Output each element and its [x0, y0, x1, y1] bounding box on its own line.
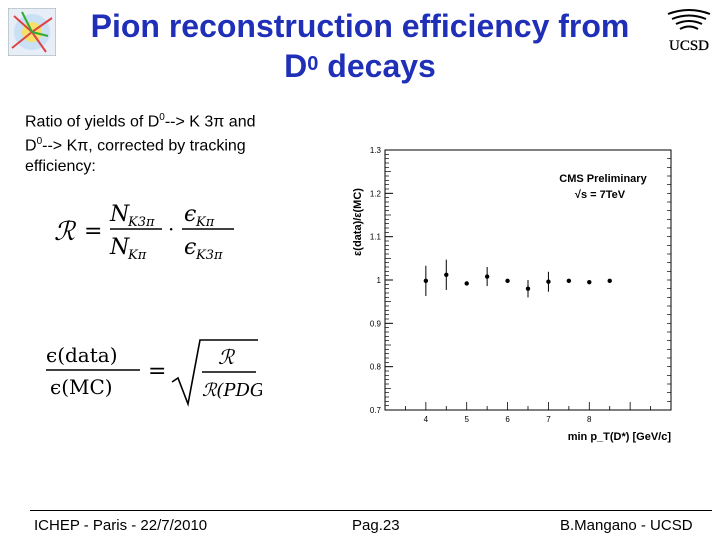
- data-point: [505, 278, 510, 284]
- ucsd-logo-text: UCSD: [669, 38, 709, 54]
- y-tick-label: 1.2: [370, 189, 382, 198]
- numerator-n-sub: K3π: [127, 215, 155, 230]
- annotation-cms: CMS Preliminary: [559, 173, 647, 185]
- description: Ratio of yields of D0--> K 3π and D0--> …: [25, 112, 256, 175]
- data-point: [525, 286, 531, 291]
- title-line-1: Pion reconstruction efficiency from: [90, 8, 630, 44]
- y-axis-label: ε(data)/ε(MC): [352, 188, 364, 256]
- data-point: [587, 279, 592, 285]
- data-point: [566, 278, 572, 284]
- x-tick-label: 4: [424, 415, 429, 424]
- x-tick-label: 7: [546, 415, 551, 424]
- y-tick-label: 0.9: [370, 319, 382, 328]
- slide-title: Pion reconstruction efficiency from D0 d…: [60, 6, 660, 86]
- denominator-eps-sub: K3π: [195, 248, 223, 263]
- x-tick-label: 5: [464, 415, 469, 424]
- eps-data: ϵ(data): [46, 343, 118, 367]
- root-denominator: ℛ(PDG): [202, 380, 262, 401]
- footer-conference: ICHEP - Paris - 22/7/2010: [34, 517, 208, 534]
- footer-divider: [30, 510, 712, 511]
- data-point: [444, 272, 449, 277]
- eps-mc: ϵ(MC): [50, 375, 113, 399]
- y-tick-label: 1: [377, 276, 382, 285]
- footer-page: Pag.23: [352, 517, 400, 534]
- annotation-energy: √s = 7TeV: [575, 189, 626, 201]
- y-tick-label: 0.7: [370, 406, 382, 415]
- x-axis-label: min p_T(D*) [GeV/c]: [568, 431, 672, 443]
- data-point: [464, 281, 469, 286]
- y-tick-label: 0.8: [370, 363, 382, 372]
- footer-author: B.Mangano - UCSD: [560, 517, 693, 534]
- svg-text:=: =: [148, 359, 166, 384]
- x-tick-label: 8: [587, 415, 592, 424]
- efficiency-ratio-chart: 0.7 0.8 0.9 1 1.1 1.2 1.3 4 5 6 7 8 CMS Preliminar…: [352, 146, 672, 443]
- numerator-n: N: [109, 202, 130, 227]
- denominator-n-sub: Kπ: [127, 248, 147, 263]
- numerator-eps: ϵ: [184, 202, 196, 227]
- root-numerator: ℛ: [218, 345, 236, 369]
- x-tick-label: 6: [505, 415, 510, 424]
- cms-logo: [8, 8, 56, 56]
- svg-text:·: ·: [168, 217, 174, 241]
- denominator-eps: ϵ: [184, 235, 196, 260]
- svg-text:=: =: [84, 219, 102, 244]
- data-point: [546, 279, 551, 284]
- ratio-formula: ℛ = N K3π N Kπ · ϵ Kπ ϵ K3π: [54, 202, 234, 263]
- y-tick-label: 1.3: [370, 146, 382, 155]
- data-point: [484, 274, 490, 279]
- ratio-symbol: ℛ: [54, 217, 77, 247]
- y-tick-label: 1.1: [370, 233, 382, 242]
- numerator-eps-sub: Kπ: [195, 215, 215, 230]
- efficiency-ratio-formula: ϵ(data) ϵ(MC) = ℛ ℛ(PDG): [46, 339, 262, 407]
- title-line-2: D0 decays: [284, 48, 436, 84]
- data-point: [423, 278, 429, 284]
- denominator-n: N: [109, 235, 130, 260]
- data-point: [607, 278, 612, 284]
- ucsd-logo: UCSD: [667, 9, 711, 54]
